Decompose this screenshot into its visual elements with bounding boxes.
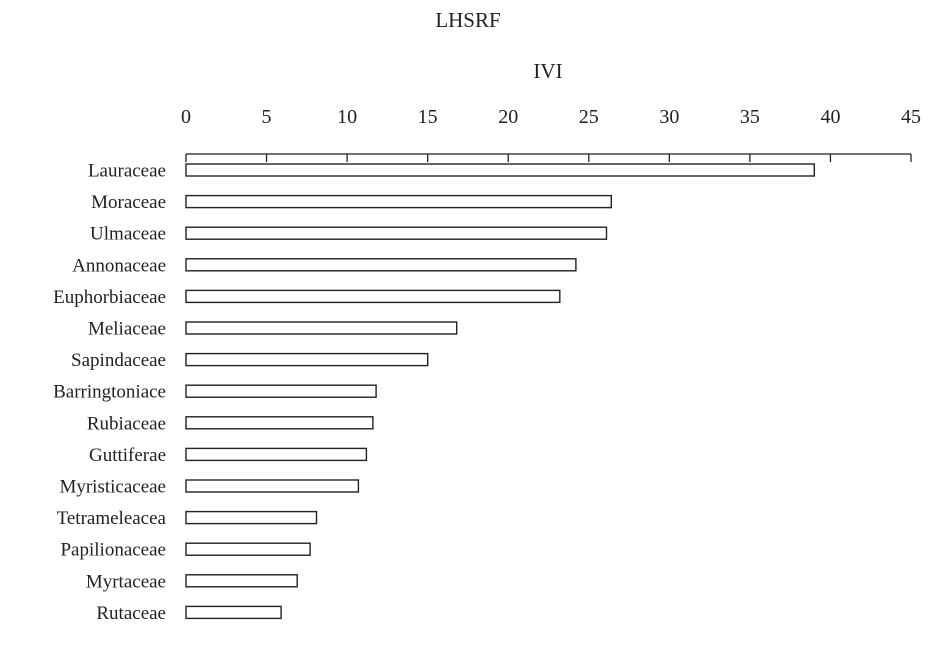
x-axis-label: IVI bbox=[533, 59, 562, 83]
x-axis: 0 5 10 15 20 25 30 35 40 45 bbox=[181, 106, 921, 162]
bar bbox=[185, 447, 368, 462]
category-label: Sapindaceae bbox=[71, 350, 166, 371]
x-tick-label: 30 bbox=[659, 106, 679, 128]
category-label: Euphorbiaceae bbox=[53, 287, 166, 308]
category-label: Papilionaceae bbox=[60, 540, 166, 561]
x-tick-label: 35 bbox=[740, 106, 760, 128]
bar bbox=[185, 479, 360, 493]
category-label: Tetrameleacea bbox=[57, 508, 167, 529]
bar bbox=[185, 194, 612, 209]
bar bbox=[185, 510, 318, 525]
bar bbox=[185, 321, 458, 335]
x-tick-label: 5 bbox=[262, 106, 272, 128]
bar bbox=[185, 605, 282, 620]
bars-group bbox=[185, 163, 815, 620]
x-tick-label: 40 bbox=[820, 106, 840, 128]
category-label: Myrtaceae bbox=[86, 571, 166, 592]
category-label: Meliaceae bbox=[88, 319, 166, 340]
x-tick-label: 45 bbox=[901, 106, 921, 128]
x-tick-label: 15 bbox=[418, 106, 438, 128]
category-label: Rutaceae bbox=[96, 603, 166, 624]
bar bbox=[185, 289, 561, 304]
category-label: Annonaceae bbox=[72, 255, 166, 276]
category-label: Ulmaceae bbox=[90, 224, 166, 245]
bar bbox=[185, 416, 374, 430]
category-labels: Lauraceae Moraceae Ulmaceae Annonaceae Eupho… bbox=[53, 161, 166, 624]
x-tick-label: 20 bbox=[498, 106, 518, 128]
bar bbox=[185, 574, 298, 588]
bar bbox=[185, 226, 608, 240]
chart-title: LHSRF bbox=[435, 8, 500, 32]
category-label: Rubiaceae bbox=[87, 413, 166, 434]
category-label: Barringtoniace bbox=[53, 382, 166, 403]
x-tick-label: 25 bbox=[579, 106, 599, 128]
bar bbox=[185, 258, 577, 272]
x-tick-label: 0 bbox=[181, 106, 191, 128]
x-tick-label: 10 bbox=[337, 106, 357, 128]
bar bbox=[185, 542, 311, 556]
category-label: Myristicaceae bbox=[59, 477, 166, 498]
bar bbox=[185, 352, 429, 367]
bar bbox=[185, 163, 815, 177]
bar bbox=[185, 384, 377, 398]
category-label: Guttiferae bbox=[89, 445, 166, 466]
category-label: Lauraceae bbox=[88, 161, 166, 182]
category-label: Moraceae bbox=[91, 192, 166, 213]
